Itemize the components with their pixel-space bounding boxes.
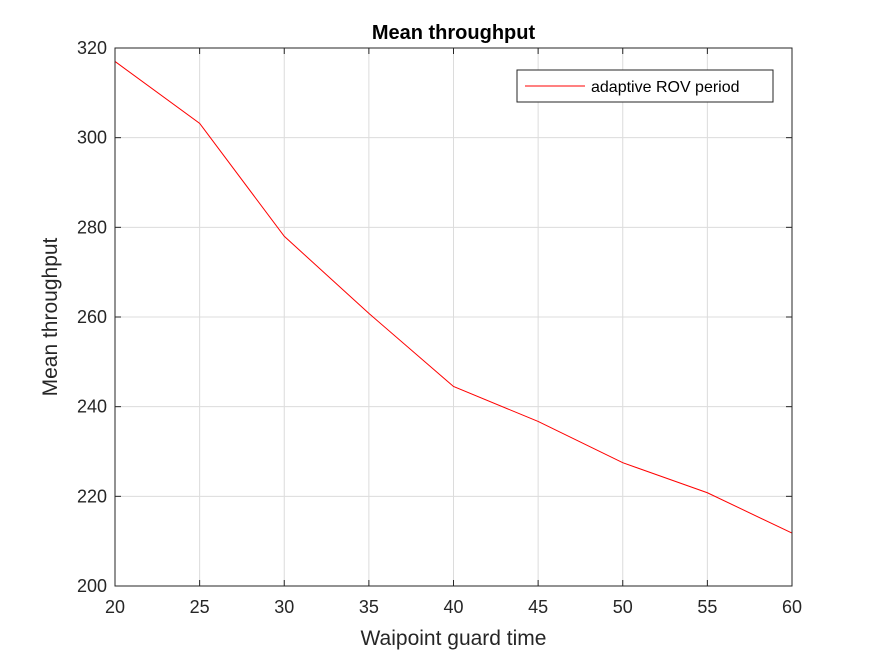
x-tick-label: 40 xyxy=(443,597,463,617)
ticks: 20 25 30 35 40 45 50 55 60 200 220 240 260 280 300 320 xyxy=(77,38,802,617)
series-line xyxy=(114,61,793,534)
y-tick-label: 300 xyxy=(77,128,107,148)
x-tick-label: 30 xyxy=(274,597,294,617)
x-tick-label: 55 xyxy=(697,597,717,617)
y-tick-label: 240 xyxy=(77,397,107,417)
x-tick-label: 60 xyxy=(782,597,802,617)
legend: adaptive ROV period xyxy=(516,69,774,103)
y-tick-label: 200 xyxy=(77,576,107,596)
y-tick-label: 220 xyxy=(77,486,107,506)
y-tick-label: 280 xyxy=(77,217,107,237)
x-tick-label: 50 xyxy=(613,597,633,617)
x-tick-label: 35 xyxy=(359,597,379,617)
x-tick-label: 20 xyxy=(105,597,125,617)
x-tick-label: 45 xyxy=(528,597,548,617)
chart-title: Mean throughput xyxy=(372,22,536,44)
legend-label: adaptive ROV period xyxy=(591,79,740,96)
y-tick-label: 320 xyxy=(77,38,107,58)
series-layer xyxy=(114,61,793,534)
y-tick-label: 260 xyxy=(77,307,107,327)
x-axis-label: Waipoint guard time xyxy=(361,627,547,650)
x-tick-label: 25 xyxy=(190,597,210,617)
y-axis-label: Mean throughput xyxy=(39,237,62,396)
